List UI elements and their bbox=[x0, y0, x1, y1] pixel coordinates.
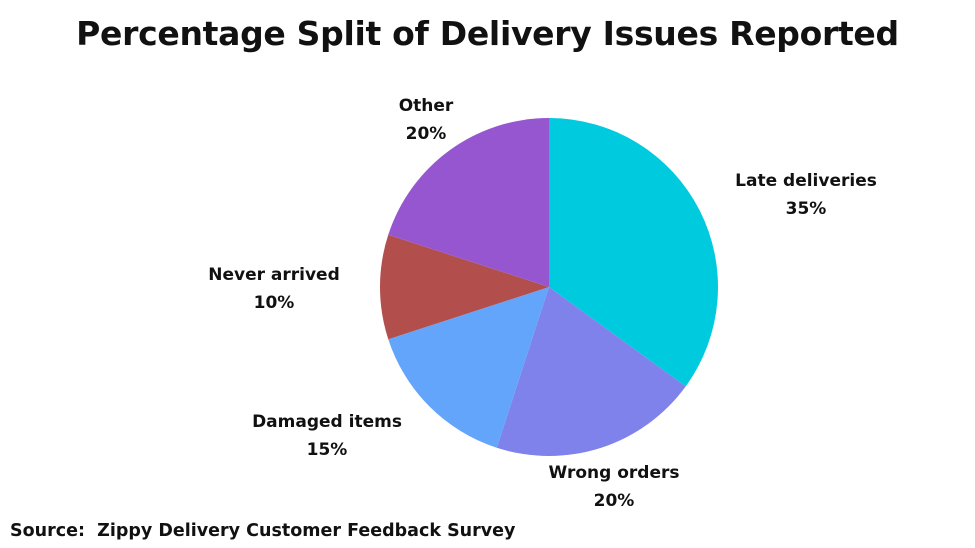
slice-label-damaged-items: Damaged items bbox=[252, 412, 402, 432]
slice-value-wrong-orders: 20% bbox=[594, 491, 635, 511]
source-note: Source: Zippy Delivery Customer Feedback… bbox=[10, 521, 516, 541]
pie-slice-late-deliveries bbox=[549, 118, 718, 387]
slice-value-damaged-items: 15% bbox=[307, 440, 348, 460]
pie-slice-other bbox=[388, 117, 549, 288]
pie-slices bbox=[380, 117, 718, 456]
slice-value-late-deliveries: 35% bbox=[786, 199, 827, 219]
pie-slice-damaged-items bbox=[388, 287, 549, 448]
slice-value-other: 20% bbox=[406, 124, 447, 144]
slice-label-never-arrived: Never arrived bbox=[208, 265, 340, 285]
slice-value-never-arrived: 10% bbox=[254, 293, 295, 313]
pie-slice-wrong-orders bbox=[496, 287, 686, 456]
slice-label-late-deliveries: Late deliveries bbox=[735, 171, 877, 191]
chart-title: Percentage Split of Delivery Issues Repo… bbox=[76, 14, 899, 53]
slice-label-wrong-orders: Wrong orders bbox=[549, 463, 680, 483]
slice-label-other: Other bbox=[399, 96, 454, 116]
pie-slice-never-arrived bbox=[380, 234, 549, 340]
slice-labels: Late deliveries 35% Wrong orders 20% Damaged… bbox=[208, 96, 877, 511]
